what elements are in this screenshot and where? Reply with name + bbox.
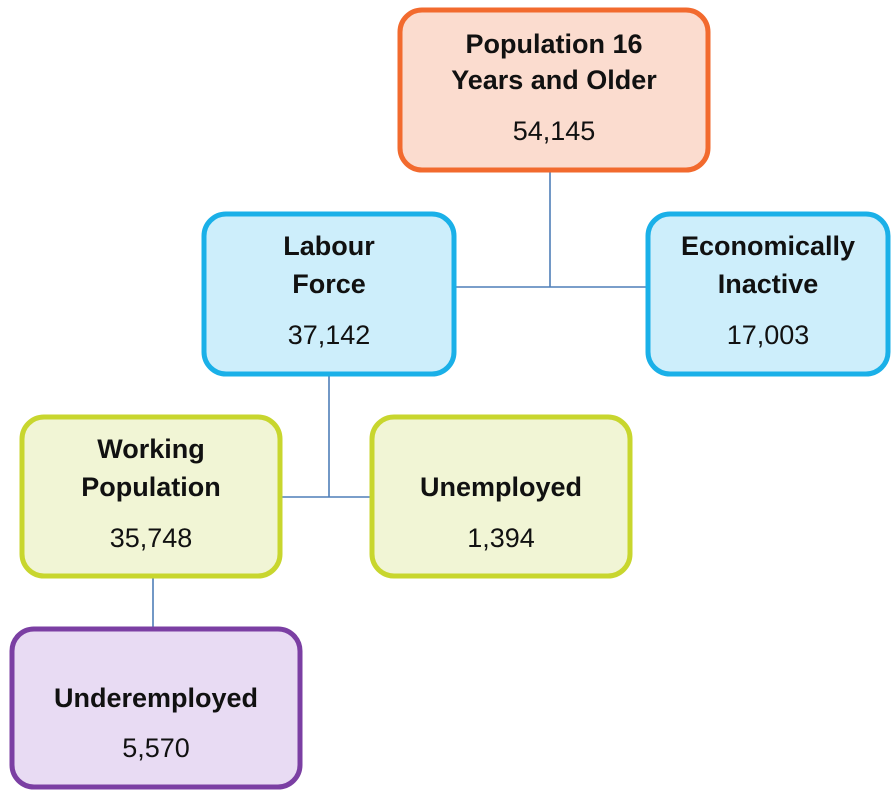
node-box <box>19 414 283 579</box>
node-box <box>397 7 711 173</box>
node-label: Population <box>81 472 220 502</box>
node-label: Underemployed <box>54 683 258 713</box>
node-label: Inactive <box>718 269 819 299</box>
node-label: Economically <box>681 231 855 261</box>
node-value: 1,394 <box>467 523 535 553</box>
node-label: Force <box>292 269 366 299</box>
node-label: Labour <box>283 231 375 261</box>
node-value: 17,003 <box>727 320 810 350</box>
node-value: 54,145 <box>513 116 596 146</box>
node-label: Population 16 <box>465 29 642 59</box>
node-value: 35,748 <box>110 523 193 553</box>
node-label: Working <box>97 434 205 464</box>
node-box <box>369 414 633 579</box>
connector <box>456 172 646 288</box>
node-label: Unemployed <box>420 472 582 502</box>
node-value: 37,142 <box>288 320 371 350</box>
node-box <box>9 626 303 790</box>
node-box <box>201 211 457 377</box>
node-box <box>645 211 891 377</box>
node-label: Years and Older <box>451 65 657 95</box>
node-value: 5,570 <box>122 733 190 763</box>
connector <box>282 376 370 498</box>
